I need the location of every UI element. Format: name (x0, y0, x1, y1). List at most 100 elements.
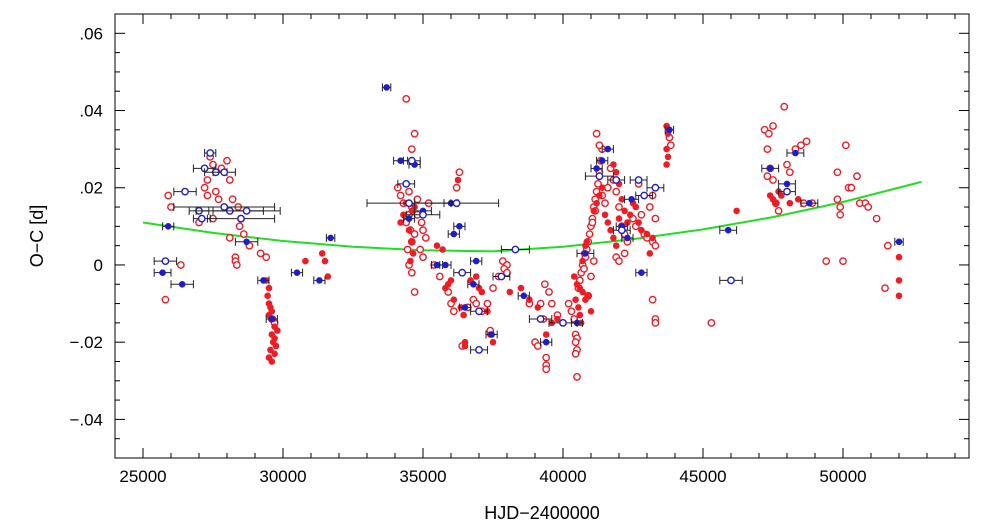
data-point (324, 273, 332, 280)
data-point (895, 238, 903, 246)
data-point (802, 137, 811, 146)
data-point (595, 172, 604, 181)
data-point (409, 250, 417, 257)
data-point (635, 219, 642, 226)
data-point (419, 253, 427, 262)
y-tick-label: 0 (94, 256, 103, 275)
data-point (542, 331, 550, 338)
data-point (596, 192, 603, 199)
data-point (836, 203, 845, 211)
data-point (397, 219, 404, 226)
data-point (545, 288, 553, 296)
x-tick-label: 35000 (399, 467, 446, 486)
data-point (610, 161, 617, 168)
data-point (592, 129, 601, 138)
data-point (433, 261, 441, 269)
data-point (407, 268, 416, 277)
data-point (833, 195, 842, 204)
data-point (447, 277, 455, 284)
data-point (454, 176, 462, 184)
data-point (396, 191, 405, 200)
data-point (268, 358, 276, 365)
data-point (235, 222, 244, 231)
data-point (488, 331, 495, 338)
data-point (520, 292, 528, 300)
data-point (646, 250, 654, 257)
data-point (615, 257, 623, 265)
data-point (417, 218, 426, 227)
x-tick-label: 40000 (539, 467, 586, 486)
data-point (456, 223, 463, 230)
data-point (663, 145, 670, 153)
data-point (651, 318, 660, 327)
data-point (663, 161, 670, 168)
data-point (203, 191, 212, 200)
x-tick-label: 45000 (679, 467, 726, 486)
data-point (327, 234, 334, 242)
data-point (615, 203, 623, 211)
data-point (302, 257, 309, 265)
data-point (225, 176, 234, 184)
data-point (211, 187, 220, 196)
data-point (214, 195, 223, 204)
data-point (573, 372, 581, 381)
data-point (588, 218, 597, 227)
data-point (621, 207, 628, 215)
data-point (585, 230, 594, 239)
data-point (572, 296, 579, 304)
y-tick-label: .02 (79, 179, 103, 198)
data-point (410, 230, 419, 239)
data-point (455, 168, 464, 177)
data-point (497, 272, 506, 281)
data-point (769, 176, 777, 184)
data-point (267, 346, 274, 354)
data-point (460, 311, 467, 319)
data-point (200, 183, 209, 192)
data-point (232, 261, 241, 269)
data-point (159, 269, 166, 277)
data-point (403, 245, 412, 254)
data-point (587, 272, 595, 281)
data-point (595, 141, 604, 150)
data-point (547, 299, 556, 308)
data-point (321, 257, 329, 265)
data-point (450, 296, 458, 304)
data-point (895, 292, 903, 300)
data-point (176, 261, 185, 269)
data-point (220, 168, 229, 177)
series-open-circle-errorbar (153, 148, 796, 354)
data-point (617, 226, 626, 235)
data-point (197, 214, 206, 223)
data-point (554, 315, 561, 323)
data-point (763, 145, 772, 154)
data-point (419, 210, 427, 219)
data-point (612, 176, 621, 184)
data-point (783, 180, 791, 188)
data-point (435, 272, 444, 281)
data-point (603, 183, 612, 192)
data-point (604, 219, 612, 226)
data-point (638, 226, 645, 234)
data-point (764, 129, 773, 138)
data-point (164, 223, 172, 230)
data-point (265, 284, 273, 292)
data-point (203, 176, 212, 184)
data-point (571, 349, 580, 358)
data-point (478, 288, 486, 296)
data-point (584, 292, 592, 300)
data-point (542, 365, 551, 374)
data-point (517, 284, 525, 292)
y-tick-label: .06 (79, 24, 103, 43)
data-point (567, 307, 576, 316)
data-point (579, 288, 586, 296)
data-point (223, 156, 231, 165)
data-point (727, 276, 735, 285)
data-point (475, 307, 483, 316)
data-point (243, 238, 250, 246)
data-point (666, 126, 673, 134)
data-layer (142, 83, 922, 381)
data-point (272, 342, 280, 350)
data-point (260, 277, 267, 284)
data-point (594, 179, 602, 188)
data-point (458, 268, 467, 277)
